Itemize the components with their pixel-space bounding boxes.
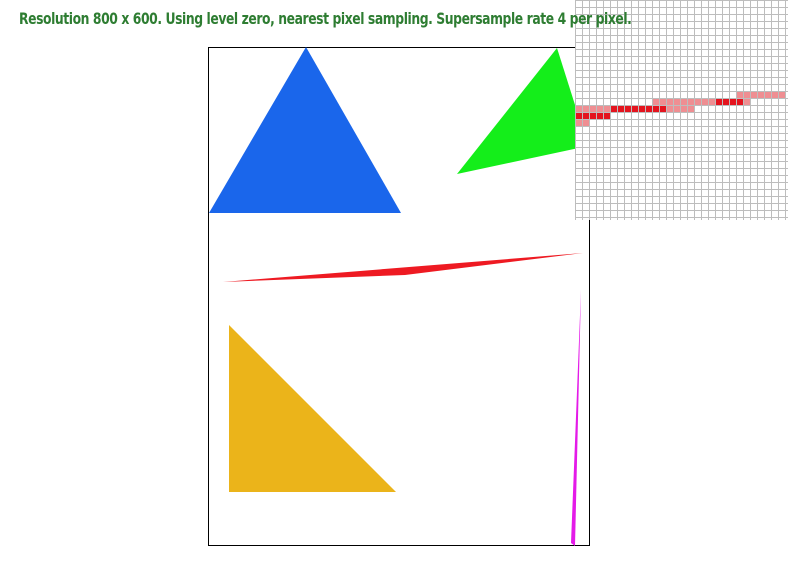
zoom-pixel [722,98,729,105]
zoom-pixel [764,91,771,98]
zoom-pixel [771,91,778,98]
zoom-pixel [582,105,589,112]
zoom-pixel [617,105,624,112]
zoom-pixel [680,98,687,105]
zoom-pixel [708,98,715,105]
zoom-pixel [575,112,582,119]
zoom-pixel [575,119,582,126]
zoom-pixel [694,98,701,105]
zoom-pixel [666,98,673,105]
zoom-pixel [603,112,610,119]
zoom-pixel [659,105,666,112]
zoom-pixel [582,112,589,119]
zoom-pixel [589,112,596,119]
green-triangle [457,48,588,174]
magenta-triangle [571,290,581,546]
zoom-pixel [603,105,610,112]
yellow-triangle [229,325,396,492]
zoom-pixel [701,98,708,105]
zoom-pixel [687,105,694,112]
zoom-pixel [652,98,659,105]
zoom-pixel-layer [575,91,785,126]
zoom-pixel [673,98,680,105]
zoom-pixel [736,98,743,105]
zoom-inspector[interactable] [575,0,788,220]
zoom-pixel [575,105,582,112]
zoom-pixel [778,91,785,98]
zoom-pixel [743,91,750,98]
zoom-pixel [736,91,743,98]
zoom-pixel [638,105,645,112]
status-text: Resolution 800 x 600. Using level zero, … [19,9,632,28]
zoom-pixel [743,98,750,105]
zoom-pixel [673,105,680,112]
zoom-pixel [687,98,694,105]
zoom-pixel [729,98,736,105]
zoom-pixel [750,91,757,98]
zoom-pixel [652,105,659,112]
zoom-pixel [645,105,652,112]
zoom-pixel [596,105,603,112]
zoom-pixel [596,112,603,119]
zoom-pixel [666,105,673,112]
zoom-pixel [715,98,722,105]
zoom-pixel [757,91,764,98]
zoom-pixel [680,105,687,112]
blue-triangle [209,47,401,213]
zoom-pixel [610,105,617,112]
zoom-pixel [659,98,666,105]
zoom-pixel [631,105,638,112]
zoom-pixel [582,119,589,126]
zoom-pixel [589,105,596,112]
red-triangle [223,253,583,282]
zoom-pixel [624,105,631,112]
zoom-grid [575,0,788,220]
